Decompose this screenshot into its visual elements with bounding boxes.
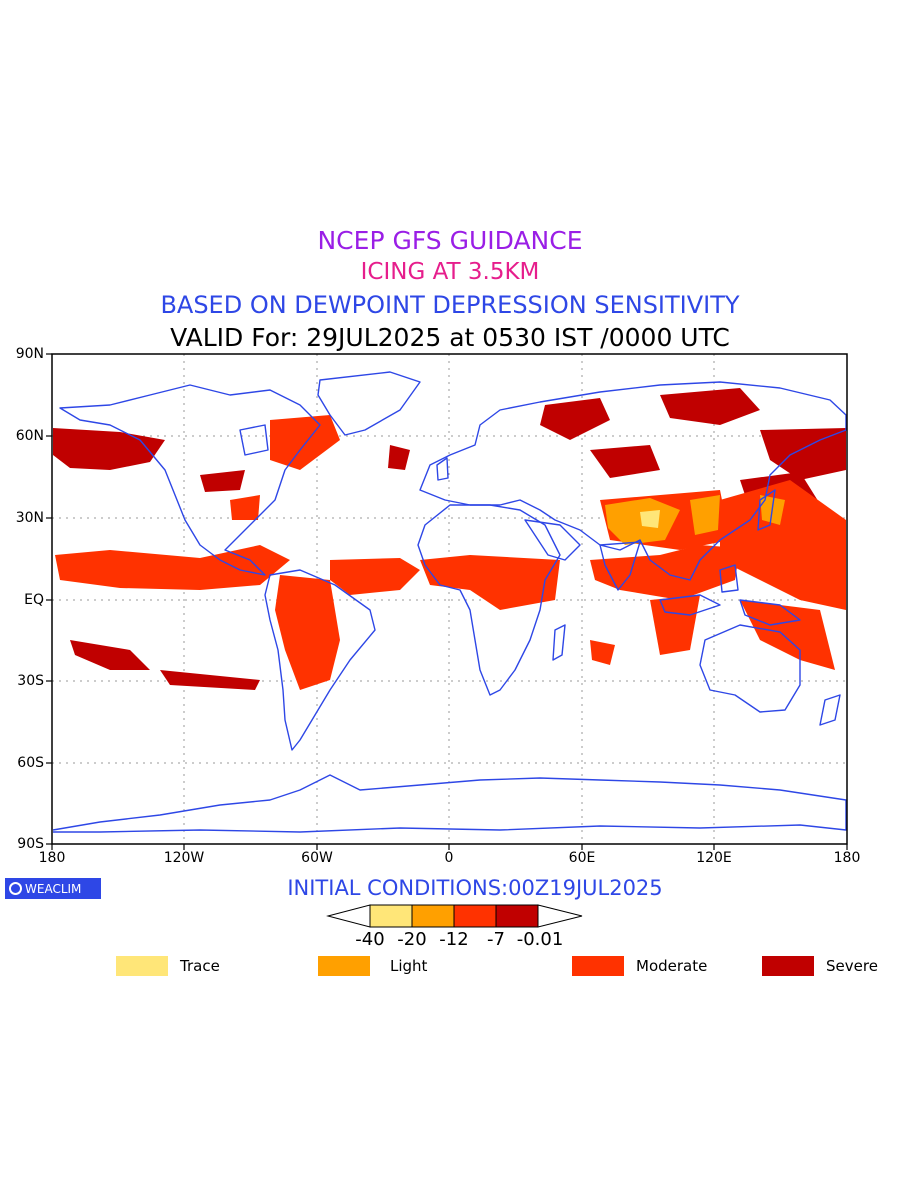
lon-label-180w: 180: [38, 850, 66, 866]
logo-ring-icon: [9, 882, 22, 895]
lat-label-30n: 30N: [15, 510, 44, 526]
legend-trace-label: Trace: [180, 957, 220, 975]
legend-trace-swatch: [116, 956, 168, 976]
legend-severe-swatch: [762, 956, 814, 976]
colorbar-label-3: -12: [439, 929, 469, 950]
colorbar-label-1: -40: [355, 929, 385, 950]
lat-label-60s: 60S: [17, 755, 44, 771]
colorbar-moderate: [453, 904, 497, 928]
legend-moderate-swatch: [572, 956, 624, 976]
title-line-3: BASED ON DEWPOINT DEPRESSION SENSITIVITY: [160, 291, 740, 319]
colorbar-light: [411, 904, 455, 928]
lon-label-60e: 60E: [568, 850, 596, 866]
weaclim-logo: WEACLIM: [5, 878, 101, 899]
legend-severe-label: Severe: [826, 957, 878, 975]
colorbar-low-arrow: [326, 904, 371, 928]
lon-label-180e: 180: [833, 850, 861, 866]
colorbar-trace: [369, 904, 413, 928]
coastlines: [52, 371, 847, 833]
icing-trace-areas: [640, 510, 660, 528]
lat-label-30s: 30S: [17, 673, 44, 689]
icing-map: [46, 353, 848, 850]
title-line-1: NCEP GFS GUIDANCE: [317, 226, 583, 255]
legend-moderate-label: Moderate: [636, 957, 708, 975]
title-line-2: ICING AT 3.5KM: [360, 259, 540, 285]
initial-conditions: INITIAL CONDITIONS:00Z19JUL2025: [287, 876, 663, 900]
legend-light-label: Light: [390, 957, 428, 975]
title-valid-time: VALID For: 29JUL2025 at 0530 IST /0000 U…: [170, 323, 730, 352]
colorbar-label-2: -20: [397, 929, 427, 950]
icing-moderate-areas: [55, 415, 846, 690]
lon-label-120e: 120E: [696, 850, 732, 866]
colorbar-severe: [495, 904, 539, 928]
colorbar: [326, 904, 583, 928]
lat-label-90s: 90S: [17, 836, 44, 852]
lon-label-0: 0: [444, 850, 454, 866]
colorbar-high-arrow: [537, 904, 583, 928]
lon-label-120w: 120W: [163, 850, 205, 866]
lon-label-60w: 60W: [301, 850, 333, 866]
logo-text: WEACLIM: [25, 881, 82, 896]
colorbar-label-4: -7: [487, 929, 505, 950]
lat-label-eq: EQ: [24, 592, 44, 608]
lat-label-60n: 60N: [15, 428, 44, 444]
legend-light-swatch: [318, 956, 370, 976]
lat-label-90n: 90N: [15, 346, 44, 362]
colorbar-label-5: -0.01: [516, 929, 564, 950]
